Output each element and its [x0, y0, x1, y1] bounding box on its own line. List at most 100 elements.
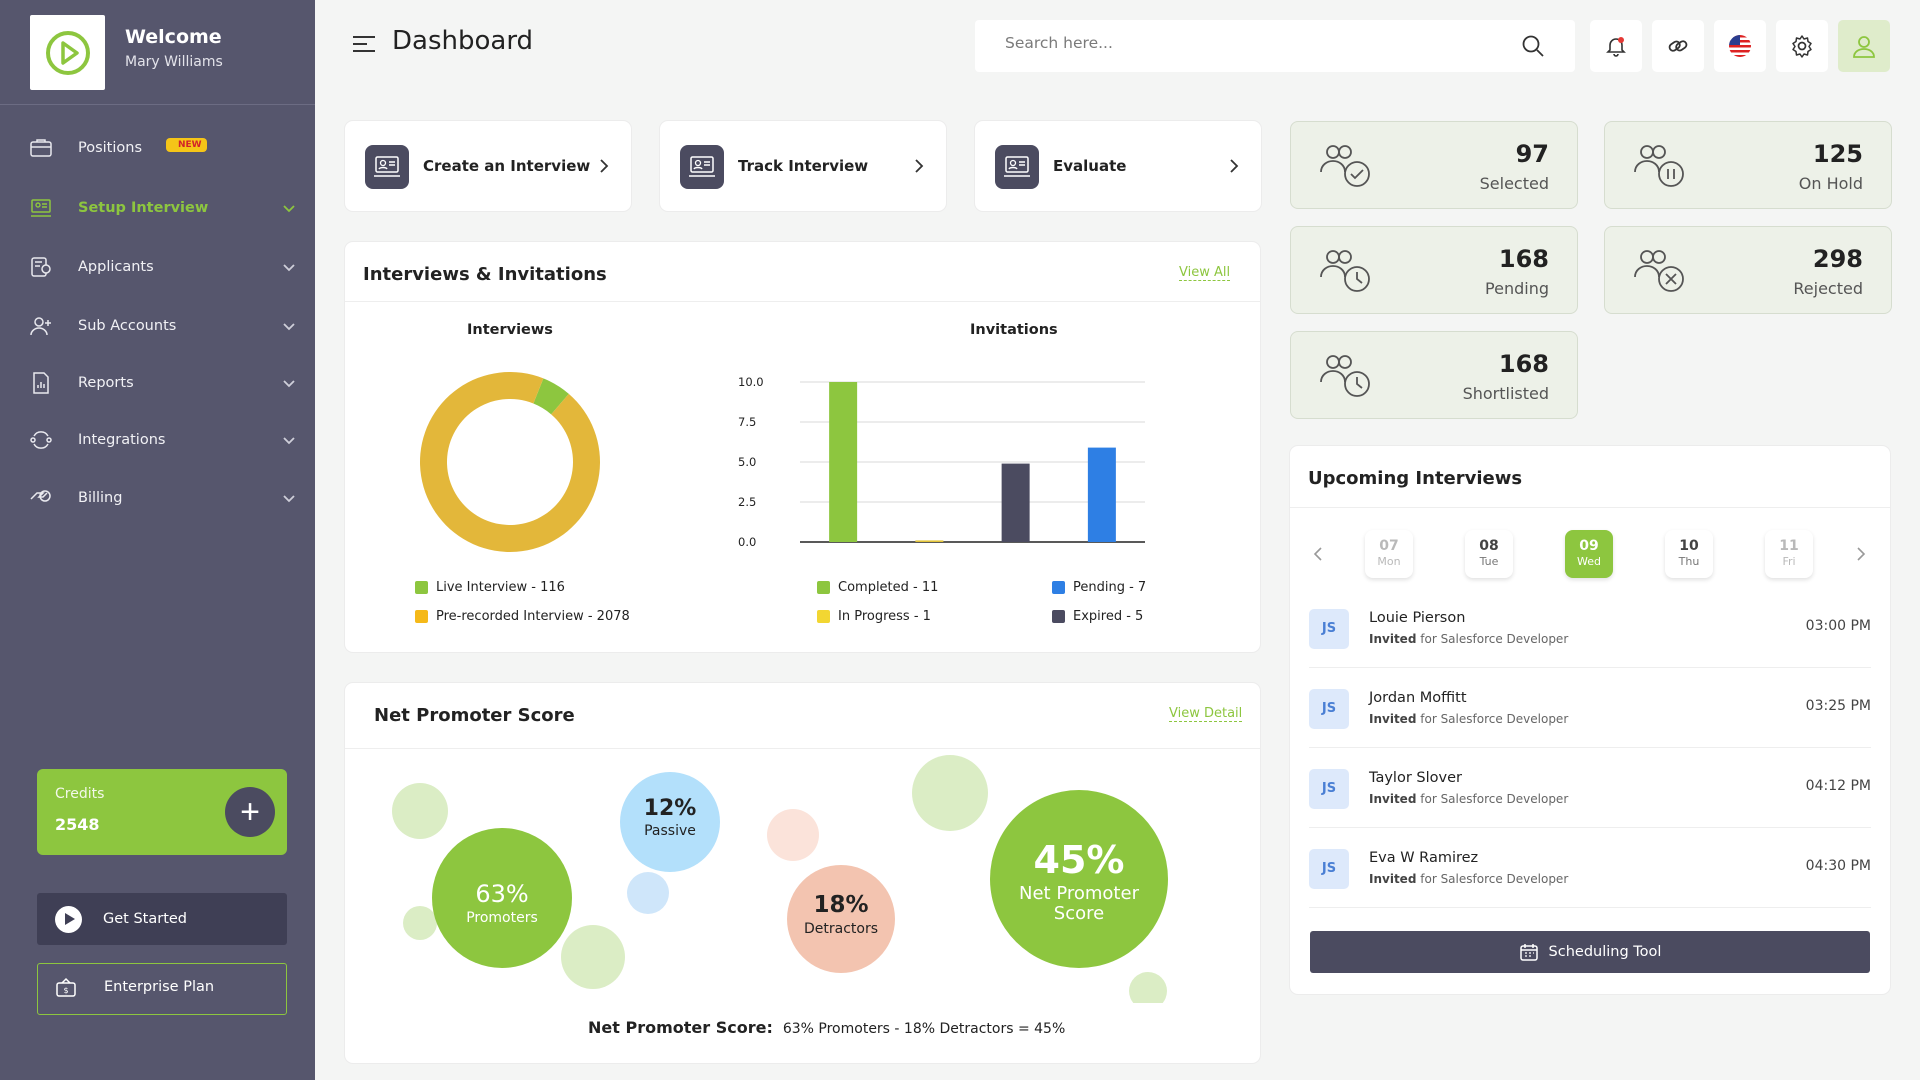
language-button[interactable]: [1714, 20, 1766, 72]
get-started-button[interactable]: Get Started: [37, 893, 287, 945]
settings-button[interactable]: [1776, 20, 1828, 72]
interviews-invitations-card: Interviews & Invitations View All Interv…: [345, 242, 1260, 652]
track-interview-card[interactable]: Track Interview: [660, 121, 946, 211]
day-weekday: Mon: [1377, 555, 1401, 568]
candidate-role: Invited for Salesforce Developer: [1369, 792, 1569, 806]
action-label: Create an Interview: [423, 157, 591, 175]
stat-shortlisted[interactable]: 168 Shortlisted: [1290, 331, 1578, 419]
chevron-right-icon: [915, 159, 924, 173]
calendar-icon: [1519, 944, 1538, 961]
credits-value: 2548: [55, 815, 100, 834]
bar-pending: [1087, 447, 1116, 542]
plan-icon: $: [56, 977, 76, 997]
track-interview-icon: [680, 145, 724, 189]
donut-slice-pre-recorded-interview: [420, 372, 600, 552]
stat-rejected[interactable]: 298 Rejected: [1604, 226, 1892, 314]
day-chip-selected[interactable]: 09 Wed: [1565, 530, 1613, 578]
section-title: Interviews & Invitations: [363, 264, 607, 285]
card-divider: [1290, 507, 1890, 508]
search-input[interactable]: [1005, 34, 1485, 52]
interviews-donut-chart: [420, 372, 600, 552]
chevron-left-icon[interactable]: [1310, 545, 1328, 563]
sidebar-item-integrations[interactable]: Integrations: [0, 418, 315, 462]
create-interview-card[interactable]: Create an Interview: [345, 121, 631, 211]
search-icon[interactable]: [1521, 34, 1545, 58]
stat-pending[interactable]: 168 Pending: [1290, 226, 1578, 314]
y-tick-label: 2.5: [738, 495, 756, 509]
stat-on-hold[interactable]: 125 On Hold: [1604, 121, 1892, 209]
interview-list-item[interactable]: JS Taylor Slover Invited for Salesforce …: [1309, 748, 1871, 828]
link-icon: [1668, 40, 1688, 52]
detractors-value: 18%: [813, 892, 869, 918]
promoters-bubble: [432, 828, 572, 968]
day-number: 08: [1479, 538, 1499, 554]
invitations-chart-title: Invitations: [970, 322, 1058, 338]
row-divider: [1309, 747, 1871, 748]
day-chip[interactable]: 10 Thu: [1665, 530, 1713, 578]
nps-caption-formula: 63% Promoters - 18% Detractors = 45%: [782, 1021, 1066, 1037]
avatar: JS: [1309, 609, 1349, 649]
sidebar-item-label: Reports: [78, 375, 134, 391]
sidebar-item-positions[interactable]: Positions NEW: [0, 126, 315, 170]
legend-swatch: [1052, 610, 1065, 623]
chevron-right-icon[interactable]: [1852, 545, 1870, 563]
section-title: Upcoming Interviews: [1308, 468, 1523, 489]
chevron-down-icon: [283, 264, 295, 272]
scheduling-tool-button[interactable]: Scheduling Tool: [1310, 931, 1870, 973]
detractors-label: Detractors: [803, 921, 879, 937]
sidebar-item-sub-accounts[interactable]: Sub Accounts: [0, 304, 315, 348]
decor-bubble: [627, 872, 669, 914]
notifications-button[interactable]: [1590, 20, 1642, 72]
legend-label: Expired - 5: [1073, 609, 1144, 624]
candidate-name: Louie Pierson: [1369, 610, 1466, 626]
sidebar-item-reports[interactable]: Reports: [0, 361, 315, 405]
app-logo[interactable]: [30, 15, 105, 90]
chevron-down-icon: [283, 437, 295, 445]
day-number: 10: [1679, 538, 1699, 554]
passive-bubble: [620, 772, 720, 872]
interview-time: 04:30 PM: [1805, 858, 1871, 874]
sidebar-item-label: Positions: [78, 140, 143, 156]
sidebar-item-label: Billing: [78, 490, 123, 506]
day-chip[interactable]: 08 Tue: [1465, 530, 1513, 578]
sidebar-item-label: Applicants: [78, 259, 154, 275]
evaluate-card[interactable]: Evaluate: [975, 121, 1261, 211]
svg-text:$: $: [63, 986, 68, 995]
day-chip[interactable]: 07 Mon: [1365, 530, 1413, 578]
menu-icon[interactable]: [352, 34, 376, 54]
y-tick-label: 0.0: [738, 535, 756, 549]
add-credits-button[interactable]: +: [225, 787, 275, 837]
enterprise-plan-button[interactable]: $ Enterprise Plan: [37, 963, 287, 1015]
interview-list-item[interactable]: JS Louie Pierson Invited for Salesforce …: [1309, 588, 1871, 668]
legend-swatch: [415, 610, 428, 623]
score-label-line2: Score: [1053, 903, 1105, 924]
decor-bubble: [392, 783, 448, 839]
integrations-icon: [28, 427, 54, 453]
sidebar-item-setup-interview[interactable]: Setup Interview: [0, 186, 315, 230]
day-chip[interactable]: 11 Fri: [1765, 530, 1813, 578]
play-icon: [55, 906, 82, 933]
stat-selected[interactable]: 97 Selected: [1290, 121, 1578, 209]
view-detail-link[interactable]: View Detail: [1169, 706, 1243, 722]
action-label: Track Interview: [738, 157, 869, 175]
action-label: Evaluate: [1053, 157, 1127, 175]
legend-label: Pre-recorded Interview - 2078: [436, 609, 630, 624]
passive-label: Passive: [644, 823, 696, 839]
view-all-link[interactable]: View All: [1179, 265, 1231, 281]
setup-interview-icon: [28, 195, 54, 221]
link-button[interactable]: [1652, 20, 1704, 72]
credits-label: Credits: [55, 786, 105, 802]
bar-in-progress: [915, 540, 944, 542]
new-badge: NEW: [166, 138, 207, 152]
interview-list-item[interactable]: JS Jordan Moffitt Invited for Salesforce…: [1309, 668, 1871, 748]
decor-bubble: [1129, 972, 1167, 1003]
sidebar-item-billing[interactable]: Billing: [0, 476, 315, 520]
user-profile-button[interactable]: [1838, 20, 1890, 72]
page-title: Dashboard: [392, 26, 534, 56]
user-name: Mary Williams: [125, 54, 223, 70]
sidebar-item-applicants[interactable]: Applicants: [0, 245, 315, 289]
card-divider: [345, 748, 1260, 749]
get-started-label: Get Started: [103, 911, 187, 927]
interview-list-item[interactable]: JS Eva W Ramirez Invited for Salesforce …: [1309, 828, 1871, 908]
candidate-name: Jordan Moffitt: [1369, 690, 1467, 706]
